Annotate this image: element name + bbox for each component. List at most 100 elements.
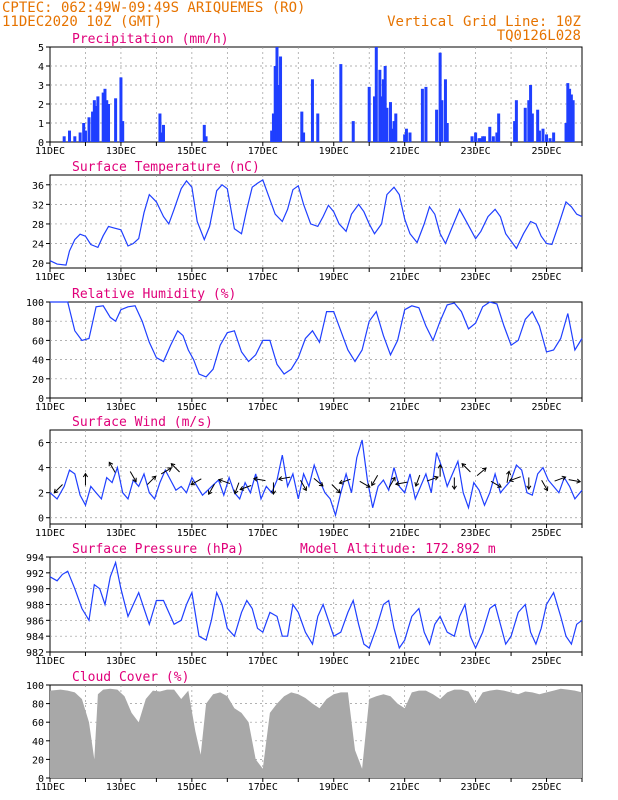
- precip-bar: [107, 104, 111, 142]
- precip-bar: [339, 64, 343, 142]
- wind-arrow: [53, 484, 63, 494]
- x-tick-label: 21DEC: [390, 656, 420, 667]
- wind-arrow-head: [561, 475, 567, 481]
- wind-arrow-head: [371, 481, 376, 487]
- panel-title: Relative Humidity (%): [72, 287, 236, 302]
- wind-arrow-shaft: [218, 479, 231, 485]
- wind-arrow-shaft: [395, 481, 408, 485]
- x-tick-label: 11DEC: [35, 272, 65, 283]
- precip-bar: [62, 136, 66, 142]
- x-tick-label: 23DEC: [461, 146, 491, 157]
- wind-arrow: [270, 482, 277, 496]
- precip-bar: [537, 130, 541, 142]
- wind-arrow: [160, 467, 173, 475]
- y-tick-label: 986: [26, 616, 44, 627]
- wind-arrow-head: [318, 481, 324, 487]
- wind-arrow: [414, 474, 421, 487]
- wind-arrow-shaft: [234, 482, 240, 494]
- wind-arrow: [506, 470, 512, 483]
- x-tick-label: 15DEC: [177, 528, 207, 539]
- wind-arrow: [371, 475, 379, 487]
- wind-arrow: [437, 463, 443, 477]
- y-tick-label: 24: [32, 240, 44, 251]
- wind-arrow: [170, 463, 180, 473]
- wind-arrow-head: [497, 483, 502, 488]
- precip-bar: [119, 77, 123, 142]
- precip-bar: [300, 111, 304, 142]
- wind-arrow-shaft: [359, 480, 371, 488]
- precip-bar: [373, 96, 377, 142]
- wind-arrow: [147, 475, 157, 485]
- precip-bar: [92, 100, 96, 142]
- wind-arrow-head: [170, 463, 176, 468]
- precip-bar: [367, 86, 371, 142]
- wind-arrow-shaft: [190, 478, 202, 486]
- wind-arrow: [82, 472, 89, 486]
- precip-bar: [82, 123, 86, 142]
- x-tick-label: 11DEC: [35, 656, 65, 667]
- y-tick-label: 0: [38, 774, 44, 785]
- precip-bar: [443, 79, 447, 142]
- rh-line: [50, 301, 583, 378]
- y-tick-label: 2: [38, 489, 44, 500]
- panel-wind: 0 2 4 6 11DEC 13DEC 15DEC 17DEC 19DEC 21DEC 23DEC 2…: [35, 415, 583, 539]
- panel-title: Precipitation (mm/h): [72, 32, 229, 47]
- wind-arrow-shaft: [53, 484, 63, 494]
- x-tick-label: 21DEC: [390, 782, 420, 793]
- wind-arrow-shaft: [388, 477, 396, 488]
- wind-arrow-head: [391, 476, 396, 482]
- x-tick-label: 21DEC: [390, 146, 420, 157]
- precip-bar: [545, 134, 549, 142]
- precip-bar: [470, 136, 474, 142]
- precip-bar: [96, 96, 100, 142]
- precip-bar: [440, 100, 444, 142]
- precip-bar: [404, 128, 408, 142]
- precip-bar: [202, 124, 206, 142]
- wind-arrow-shaft: [108, 462, 116, 473]
- y-tick-label: 4: [38, 464, 44, 475]
- precip-bar: [161, 124, 165, 142]
- x-tick-label: 23DEC: [461, 528, 491, 539]
- x-tick-label: 15DEC: [177, 272, 207, 283]
- wind-arrow-head: [414, 482, 420, 487]
- y-tick-label: 80: [32, 317, 44, 328]
- header-station: CPTEC: 062:49W-09:49S ARIQUEMES (RO): [2, 0, 305, 16]
- x-tick-label: 23DEC: [461, 272, 491, 283]
- precip-bar: [383, 66, 387, 142]
- x-tick-label: 21DEC: [390, 528, 420, 539]
- precip-bar: [103, 88, 107, 142]
- wind-arrow-head: [53, 488, 59, 494]
- precip-bar: [394, 113, 398, 142]
- precip-bar: [380, 96, 384, 142]
- header-grid-line: Vertical Grid Line: 10Z: [387, 14, 581, 30]
- precip-bar: [78, 132, 82, 142]
- wind-line: [49, 439, 583, 518]
- x-tick-label: 25DEC: [531, 656, 561, 667]
- x-tick-label: 23DEC: [461, 782, 491, 793]
- wind-arrow-head: [433, 475, 439, 481]
- precip-bar: [523, 107, 527, 142]
- y-tick-label: 3: [38, 81, 44, 92]
- precip-bar: [374, 47, 378, 142]
- wind-arrow: [508, 476, 521, 483]
- wind-arrow-head: [270, 490, 277, 496]
- precip-bar: [513, 121, 517, 142]
- precip-bar: [87, 117, 91, 142]
- precip-bar: [279, 56, 283, 142]
- x-tick-label: 15DEC: [177, 146, 207, 157]
- wind-arrow: [218, 478, 231, 485]
- precip-bar: [438, 52, 442, 143]
- y-tick-label: 984: [26, 632, 44, 643]
- x-tick-label: 25DEC: [531, 146, 561, 157]
- wind-arrow-head: [451, 485, 457, 491]
- panel-frame: [49, 429, 583, 525]
- wind-arrow-shaft: [490, 480, 502, 488]
- x-tick-label: 11DEC: [35, 528, 65, 539]
- wind-arrow: [526, 477, 532, 491]
- precip-bar: [121, 121, 125, 142]
- y-tick-label: 982: [26, 648, 44, 659]
- wind-arrow: [490, 480, 502, 488]
- y-tick-label: 5: [38, 43, 44, 54]
- y-tick-label: 994: [26, 553, 44, 564]
- y-tick-label: 988: [26, 601, 44, 612]
